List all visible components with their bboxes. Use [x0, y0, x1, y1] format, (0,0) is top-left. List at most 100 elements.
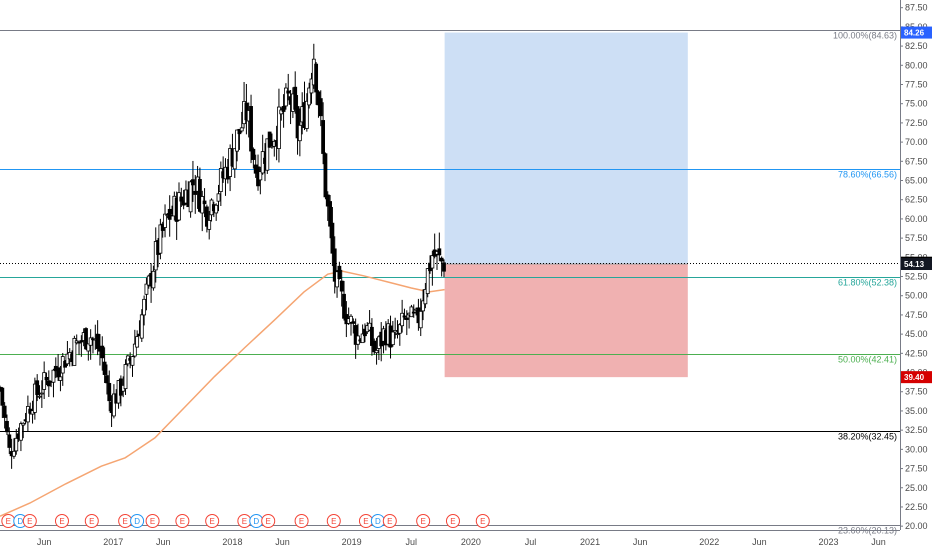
- price-tick-label: 70.00: [905, 137, 928, 147]
- candle-body: [132, 343, 137, 357]
- candle-body: [123, 364, 128, 390]
- candle-body: [86, 343, 91, 352]
- price-tick-label: 35.00: [905, 406, 928, 416]
- price-tick-label: 45.00: [905, 329, 928, 339]
- candle-body: [112, 393, 116, 417]
- event-marker-label: E: [180, 517, 185, 526]
- earnings-marker: [84, 514, 99, 528]
- earnings-marker: [326, 514, 341, 528]
- position-loss-zone: [444, 264, 688, 378]
- candle-body: [321, 120, 326, 154]
- candle-body: [7, 434, 12, 448]
- candle-body: [335, 271, 339, 288]
- event-marker-label: D: [134, 517, 140, 526]
- candle-body: [304, 100, 309, 129]
- candle-body: [202, 200, 207, 205]
- candle-body: [423, 289, 428, 305]
- event-marker-label: E: [450, 517, 455, 526]
- event-marker-label: E: [331, 517, 336, 526]
- candle-body: [279, 109, 284, 115]
- candle-body: [330, 222, 335, 254]
- candle-body: [179, 196, 184, 202]
- earnings-marker: [22, 514, 37, 528]
- moving-average-line: [0, 270, 445, 517]
- candle-body: [105, 375, 109, 384]
- candle-body: [19, 423, 23, 441]
- candle-body: [144, 283, 149, 295]
- price-tick-label: 75.00: [905, 99, 928, 109]
- time-tick-label: 2020: [461, 537, 481, 547]
- time-tick-label: Jun: [633, 537, 648, 547]
- event-marker-label: E: [27, 517, 32, 526]
- event-marker-label: E: [150, 517, 155, 526]
- candle-body: [200, 196, 205, 214]
- earnings-marker: [416, 514, 431, 528]
- price-tick-label: 25.00: [905, 483, 928, 493]
- price-tick-label: 80.00: [905, 60, 928, 70]
- price-tick-label: 50.00: [905, 291, 928, 301]
- candle-body: [323, 153, 328, 198]
- time-tick-label: 2019: [342, 537, 362, 547]
- candle-body: [318, 98, 323, 117]
- candle-body: [237, 128, 242, 135]
- price-tick-label: 20.00: [905, 521, 928, 531]
- price-tick-label: 60.00: [905, 214, 928, 224]
- candle-body: [437, 248, 442, 256]
- candle-body: [332, 248, 337, 282]
- candle-body: [351, 321, 356, 324]
- candle-body: [188, 181, 193, 213]
- event-marker-label: E: [242, 517, 247, 526]
- earnings-marker: [175, 514, 190, 528]
- candle-body: [374, 350, 379, 354]
- candle-body: [284, 87, 288, 107]
- price-badge-label: 39.40: [904, 373, 925, 382]
- candle-body: [337, 265, 342, 279]
- candle-body: [46, 380, 51, 387]
- candle-body: [393, 330, 398, 333]
- candle-body: [339, 280, 344, 292]
- event-marker-label: E: [387, 517, 392, 526]
- candle-body: [442, 262, 446, 272]
- candle-body: [295, 106, 300, 139]
- event-marker-label: E: [421, 517, 426, 526]
- candle-body: [328, 201, 332, 227]
- candle-body: [163, 213, 167, 228]
- candle-body: [100, 345, 105, 359]
- price-tick-label: 87.50: [905, 3, 928, 13]
- candle-body: [130, 356, 135, 366]
- candle-body: [400, 312, 405, 327]
- event-marker-label: E: [210, 517, 215, 526]
- candle-body: [2, 405, 7, 418]
- candle-body: [349, 315, 353, 323]
- price-tick-label: 27.50: [905, 464, 928, 474]
- event-marker-label: E: [6, 517, 11, 526]
- price-badge: [901, 258, 932, 271]
- price-tick-label: 72.50: [905, 118, 928, 128]
- candle-body: [309, 78, 314, 94]
- time-tick-label: Jun: [37, 537, 52, 547]
- candle-body: [95, 333, 100, 349]
- candle-body: [277, 106, 281, 150]
- candle-body: [411, 311, 416, 314]
- candle-body: [218, 168, 223, 192]
- candle-body: [293, 86, 298, 110]
- candle-body: [207, 220, 212, 230]
- candle-body: [84, 328, 88, 350]
- candle-body: [363, 328, 367, 337]
- candle-body: [249, 106, 253, 152]
- earnings-marker: [54, 514, 69, 528]
- time-tick-label: Jul: [406, 537, 418, 547]
- price-tick-label: 32.50: [905, 425, 928, 435]
- candle-body: [430, 255, 435, 269]
- time-tick-label: 2017: [103, 537, 123, 547]
- dividend-marker: [130, 514, 145, 528]
- earnings-marker: [145, 514, 160, 528]
- price-tick-label: 67.50: [905, 156, 928, 166]
- fib-level-label: 50.00%(42.41): [838, 355, 897, 365]
- price-badge-label: 84.26: [904, 29, 925, 38]
- earnings-marker: [294, 514, 309, 528]
- candle-body: [14, 437, 19, 452]
- price-tick-label: 30.00: [905, 444, 928, 454]
